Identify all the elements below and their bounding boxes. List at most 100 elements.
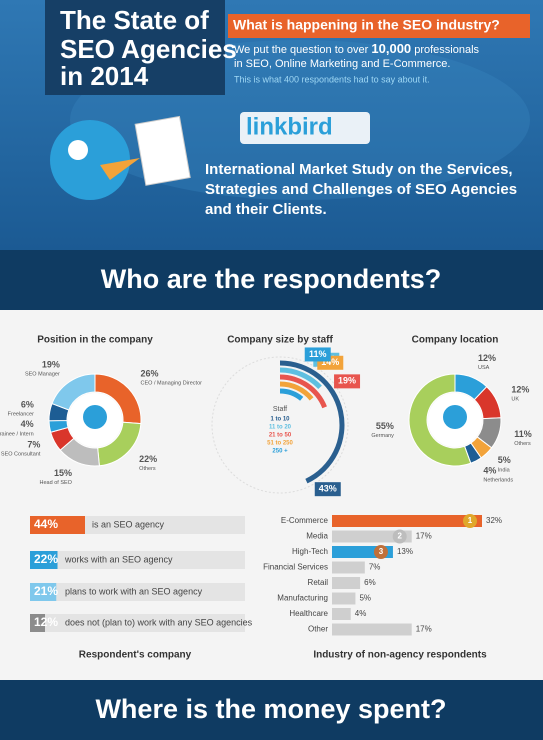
section-title: Who are the respondents? [101,264,442,294]
center-label: Staff [273,406,287,413]
chart-title: Industry of non-agency respondents [313,650,487,661]
medal-label: 2 [397,532,402,541]
intro: We put the question to over 10,000 profe… [234,41,480,56]
mascot [83,405,107,429]
bar-bg [30,614,245,632]
category-label: Netherlands [483,478,513,484]
legend-entry: 21 to 50 [269,433,292,439]
category-label: Media [306,532,328,541]
category-label: Others [514,441,531,447]
value-label: 4% [21,419,34,429]
category-label: Retail [308,578,329,587]
chart-title: Respondent's company [79,650,192,661]
category-label: Manufacturing [277,594,328,603]
value-label: 22% [34,552,58,566]
category-label: USA [478,365,490,371]
bar [332,592,356,605]
slice [408,373,472,467]
legend-entry: 11 to 20 [269,425,292,431]
bar [332,623,412,636]
brand: linkbird [246,113,333,140]
ring-bar [280,374,327,409]
value-label: 14% [321,357,339,367]
value-label: 11% [514,429,532,439]
value-label: 5% [359,594,371,603]
legend-entry: 1 to 10 [270,417,290,423]
category-label: Germany [371,433,394,439]
medal [373,545,388,559]
medal [463,514,477,528]
center-label: Title [88,432,102,439]
bar [30,614,45,632]
category-label: E-Commerce [281,516,329,525]
bar-bg [30,551,245,569]
category-label: SEO Consultant [1,452,41,458]
value-label: 7% [369,563,381,572]
value-label: 19% [338,376,356,386]
mascot-beak [100,158,140,180]
value-label: 15% [54,468,72,478]
value-label: 6% [364,578,376,587]
category-label: Others [139,466,156,472]
category-label: India [498,467,511,473]
note: This is what 400 respondents had to say … [234,74,430,84]
category-label: SEO Manager [25,371,60,377]
value-label: 17% [416,625,432,634]
category-label: Other [308,625,328,634]
section-band [0,250,543,310]
title: The State of [60,5,209,35]
medal [392,529,407,544]
title: SEO Agencies [60,34,237,64]
ring-bar [280,381,314,401]
bar [332,561,365,574]
category-label: High-Tech [292,547,328,556]
value-label: 13% [397,547,413,556]
category-label: Financial Services [263,563,328,572]
category-label: Head of SEO [40,480,73,486]
bar [332,608,351,620]
mascot [443,405,467,429]
category-label: does not (plan to) work with any SEO age… [65,617,253,627]
study: and their Clients. [205,201,327,218]
category-label: CEO / Managing Director [141,380,203,386]
value-label: 6% [21,400,34,410]
value-label: 12% [478,353,496,363]
question-box [228,14,530,38]
value-label: 7% [27,440,40,450]
category-label: Healthcare [289,609,328,618]
study: Strategies and Challenges of SEO Agencie… [205,181,517,198]
value-label: 21% [34,584,58,598]
bar [332,577,361,589]
value-tag [304,347,331,362]
bar [30,583,57,601]
value-label: 32% [486,516,502,525]
slice [51,373,96,411]
ring-bar [280,367,322,390]
bar [30,516,85,534]
section-title: Where is the money spent? [95,694,446,724]
ring-bg [211,356,349,494]
value-label: 4% [483,465,496,475]
section-band [0,680,543,740]
category-label: Freelancer [8,412,34,418]
category-label: SEO Trainee / Intern [0,431,34,437]
value-tag [314,482,341,497]
category-label: UK [511,397,519,403]
category-label: works with an SEO agency [64,554,173,564]
legend-entry: 51 to 250 [267,441,293,447]
value-label: 43% [319,484,337,494]
value-label: 12% [511,385,529,395]
study: International Market Study on the Servic… [205,161,513,178]
value-tag [334,374,361,389]
bar-bg [30,583,245,601]
intro: in SEO, Online Marketing and E-Commerce. [234,58,450,70]
category-label: plans to work with an SEO agency [65,586,203,596]
ring-bar [280,388,304,401]
value-label: 12% [34,615,58,629]
medal-label: 3 [379,547,384,556]
chart-title: Company size by staff [227,335,333,346]
question: What is happening in the SEO industry? [233,17,500,33]
bar [332,515,482,527]
